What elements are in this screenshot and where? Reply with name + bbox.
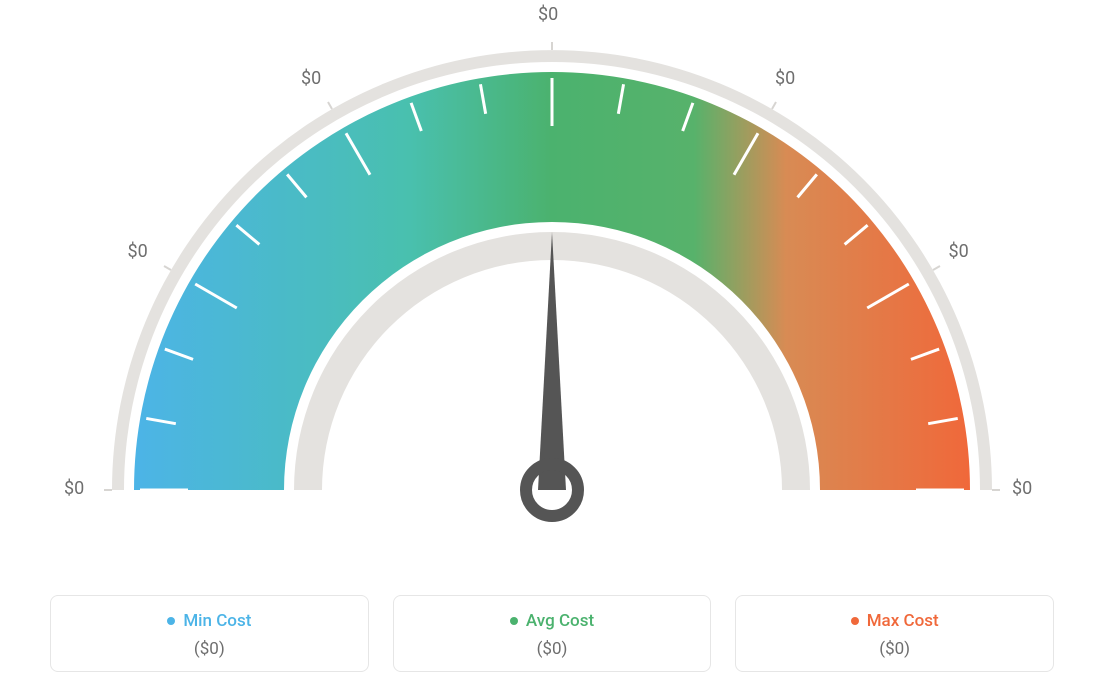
gauge-svg [52, 0, 1052, 560]
dot-icon [167, 617, 175, 625]
gauge-outer-label: $0 [538, 4, 558, 25]
legend-value-min: ($0) [61, 639, 358, 659]
legend-title-avg: Avg Cost [510, 611, 594, 631]
legend-card-min: Min Cost ($0) [50, 595, 369, 672]
legend-value-avg: ($0) [404, 639, 701, 659]
legend-card-avg: Avg Cost ($0) [393, 595, 712, 672]
gauge-outer-label: $0 [301, 68, 321, 89]
legend-title-text: Avg Cost [526, 611, 594, 631]
legend-title-max: Max Cost [851, 611, 939, 631]
legend-card-max: Max Cost ($0) [735, 595, 1054, 672]
gauge-outer-label: $0 [775, 68, 795, 89]
legend-row: Min Cost ($0) Avg Cost ($0) Max Cost ($0… [50, 595, 1054, 672]
gauge-outer-label: $0 [128, 241, 148, 262]
legend-value-max: ($0) [746, 639, 1043, 659]
gauge-outer-label: $0 [64, 478, 84, 499]
gauge-outer-label: $0 [1012, 478, 1032, 499]
legend-title-text: Max Cost [867, 611, 939, 631]
gauge-chart: $0 $0 $0 $0 $0 $0 $0 [0, 0, 1104, 560]
gauge-outer-label: $0 [948, 241, 968, 262]
dot-icon [851, 617, 859, 625]
dot-icon [510, 617, 518, 625]
legend-title-text: Min Cost [183, 611, 251, 631]
legend-title-min: Min Cost [167, 611, 251, 631]
